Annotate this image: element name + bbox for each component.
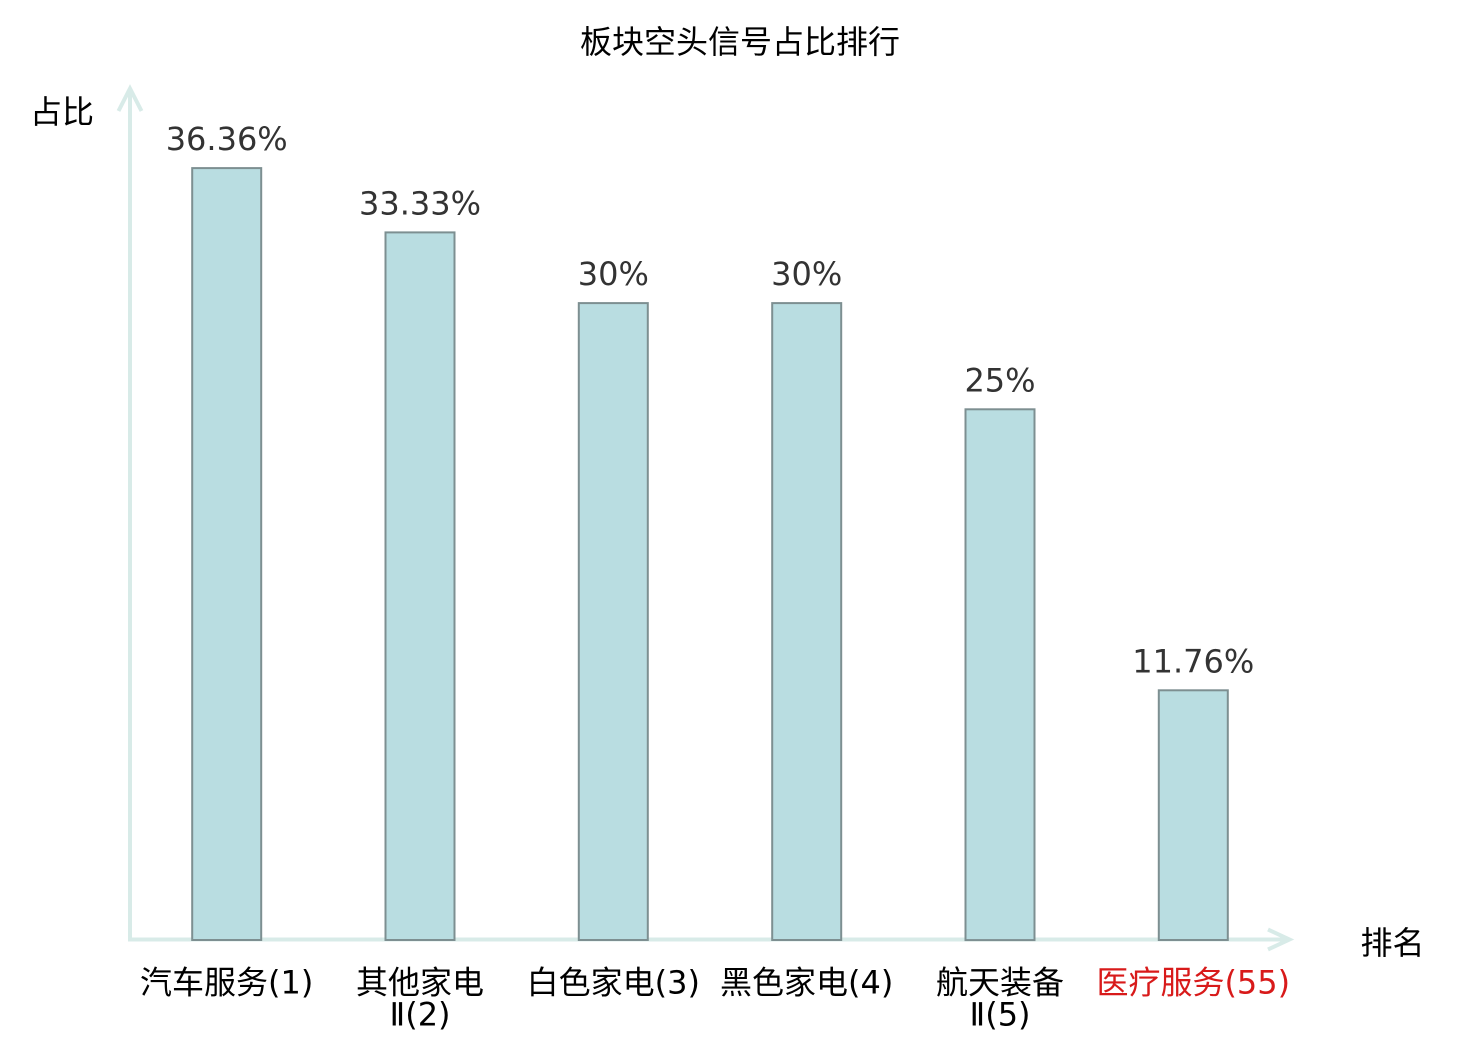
y-axis-label: 占比	[30, 93, 94, 131]
bar-group: 30% 白色家电(3)	[527, 255, 700, 1001]
bar[interactable]	[577, 302, 649, 942]
bar-group: 36.36% 汽车服务(1)	[140, 120, 313, 1001]
bar-group: 25% 航天装备 Ⅱ(5)	[936, 361, 1064, 1033]
bar-value-label: 30%	[578, 255, 649, 293]
bar-value-label: 25%	[964, 361, 1035, 399]
bar-group: 33.33% 其他家电 Ⅱ(2)	[356, 184, 484, 1033]
bar-value-label: 33.33%	[359, 184, 481, 222]
bar-category-label-line2: Ⅱ(5)	[969, 996, 1030, 1034]
bar-category-label: 航天装备	[936, 964, 1064, 1002]
x-axis-arrow-icon	[1267, 927, 1295, 952]
bar-category-label-line2: Ⅱ(2)	[389, 996, 450, 1034]
bar-value-label: 30%	[771, 255, 842, 293]
bar[interactable]	[191, 167, 263, 942]
bar[interactable]	[771, 302, 843, 942]
axes	[116, 84, 1295, 952]
bar-category-label: 黑色家电(4)	[720, 964, 893, 1002]
bar-category-label: 医疗服务(55)	[1096, 964, 1290, 1002]
x-axis-label: 排名	[1361, 924, 1425, 962]
bar-category-label: 汽车服务(1)	[140, 964, 313, 1002]
bar-series: 36.36% 汽车服务(1) 33.33% 其他家电 Ⅱ(2) 30% 白色家电…	[140, 120, 1290, 1033]
y-axis-arrow-icon	[116, 84, 144, 112]
bar-category-label: 白色家电(3)	[527, 964, 700, 1002]
bar[interactable]	[384, 231, 456, 941]
bar[interactable]	[964, 408, 1036, 942]
bar-category-label: 其他家电	[356, 964, 484, 1002]
chart-title: 板块空头信号占比排行	[580, 23, 900, 61]
bar-value-label: 36.36%	[166, 120, 288, 158]
bar[interactable]	[1157, 689, 1229, 941]
bar-group: 11.76% 医疗服务(55)	[1096, 642, 1290, 1001]
bar-value-label: 11.76%	[1132, 642, 1254, 680]
bar-group: 30% 黑色家电(4)	[720, 255, 893, 1001]
